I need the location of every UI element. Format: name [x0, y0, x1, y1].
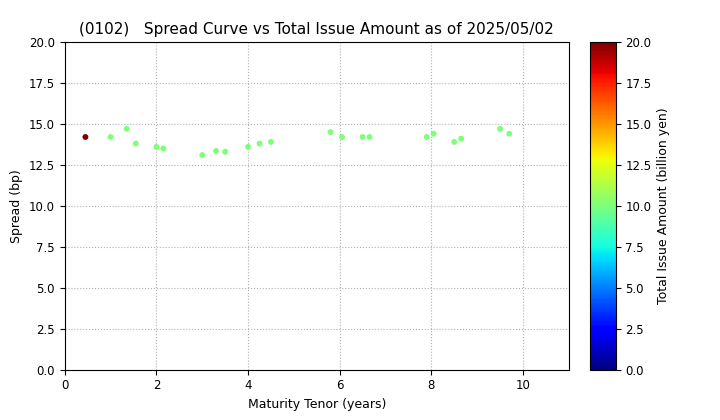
Point: [428, 130, 439, 137]
Point: [336, 134, 348, 140]
Point: [105, 134, 117, 140]
Point: [150, 144, 162, 150]
Point: [158, 145, 169, 152]
Point: [449, 139, 460, 145]
Y-axis label: Spread (bp): Spread (bp): [10, 169, 23, 243]
Point: [364, 134, 375, 140]
Point: [503, 130, 515, 137]
Point: [253, 140, 265, 147]
Point: [130, 140, 142, 147]
Point: [210, 147, 222, 154]
Point: [495, 126, 506, 132]
X-axis label: Maturity Tenor (years): Maturity Tenor (years): [248, 398, 386, 411]
Point: [325, 129, 336, 135]
Point: [357, 134, 369, 140]
Y-axis label: Total Issue Amount (billion yen): Total Issue Amount (billion yen): [657, 108, 670, 304]
Point: [121, 126, 132, 132]
Point: [455, 135, 467, 142]
Point: [421, 134, 433, 140]
Point: [265, 139, 276, 145]
Point: [197, 152, 208, 158]
Point: [243, 144, 254, 150]
Point: [220, 148, 231, 155]
Title: (0102)   Spread Curve vs Total Issue Amount as of 2025/05/02: (0102) Spread Curve vs Total Issue Amoun…: [79, 22, 554, 37]
Point: [80, 134, 91, 140]
